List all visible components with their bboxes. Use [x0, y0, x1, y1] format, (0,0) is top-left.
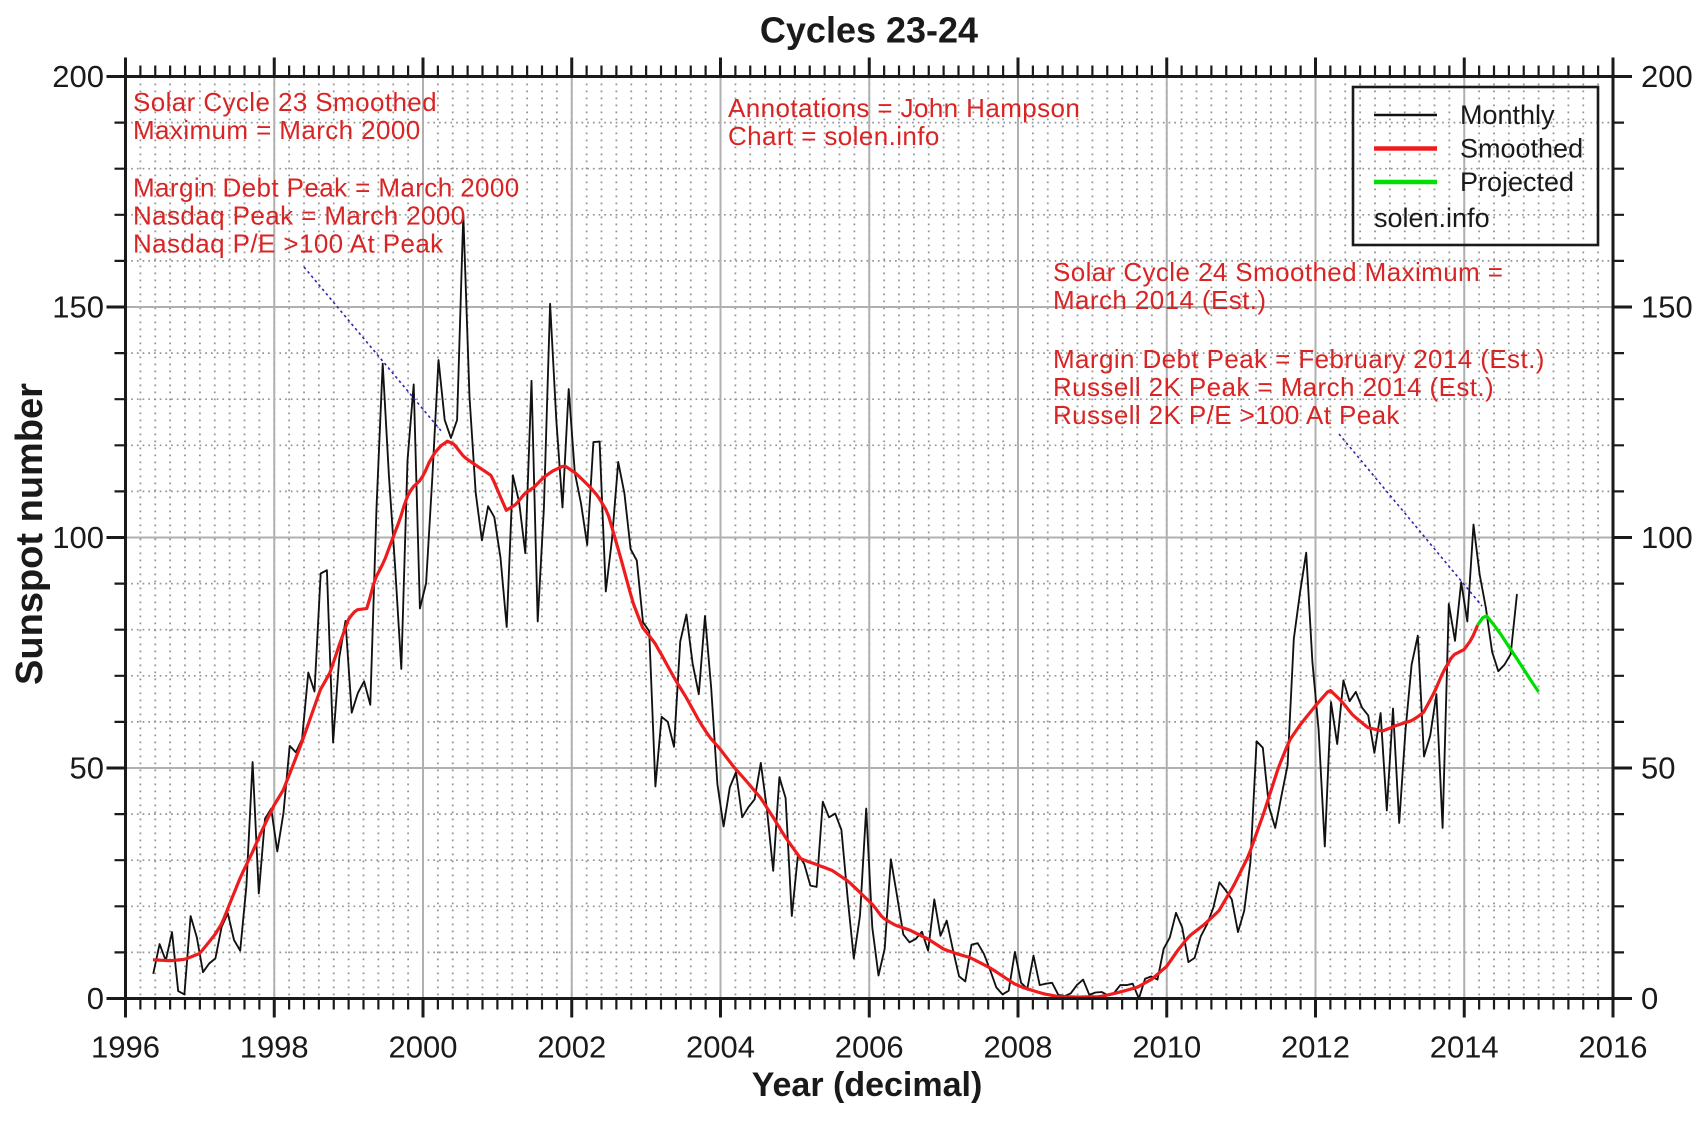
svg-text:solen.info: solen.info	[1374, 203, 1490, 233]
svg-text:50: 50	[1641, 751, 1675, 786]
svg-text:2004: 2004	[686, 1030, 755, 1065]
svg-text:2010: 2010	[1132, 1030, 1201, 1065]
svg-text:Projected: Projected	[1460, 167, 1574, 197]
svg-text:200: 200	[1641, 59, 1693, 94]
svg-text:Cycles 23-24: Cycles 23-24	[760, 10, 978, 51]
svg-text:Solar Cycle 24 Smoothed Maximu: Solar Cycle 24 Smoothed Maximum =	[1053, 257, 1503, 287]
svg-text:Russell 2K P/E >100 At Peak: Russell 2K P/E >100 At Peak	[1053, 400, 1400, 430]
svg-text:2002: 2002	[537, 1030, 606, 1065]
svg-text:Russell 2K Peak = March 2014 (: Russell 2K Peak = March 2014 (Est.)	[1053, 372, 1494, 402]
svg-text:100: 100	[52, 520, 104, 555]
svg-text:200: 200	[52, 59, 104, 94]
svg-text:Nasdaq Peak = March 2000: Nasdaq Peak = March 2000	[133, 201, 466, 231]
svg-text:Nasdaq P/E >100 At Peak: Nasdaq P/E >100 At Peak	[133, 229, 444, 259]
svg-text:March 2014 (Est.): March 2014 (Est.)	[1053, 285, 1266, 315]
svg-text:1998: 1998	[240, 1030, 309, 1065]
svg-text:2000: 2000	[389, 1030, 458, 1065]
svg-text:50: 50	[70, 751, 104, 786]
svg-text:1996: 1996	[91, 1030, 160, 1065]
svg-text:0: 0	[87, 981, 104, 1016]
svg-text:Maximum = March 2000: Maximum = March 2000	[133, 115, 421, 145]
svg-text:Margin Debt Peak = March 2000: Margin Debt Peak = March 2000	[133, 173, 520, 203]
svg-text:0: 0	[1641, 981, 1658, 1016]
svg-text:Margin Debt Peak = February 20: Margin Debt Peak = February 2014 (Est.)	[1053, 344, 1545, 374]
svg-text:Solar Cycle 23 Smoothed: Solar Cycle 23 Smoothed	[133, 87, 437, 117]
svg-text:150: 150	[1641, 290, 1693, 325]
svg-text:2014: 2014	[1430, 1030, 1499, 1065]
svg-text:Chart = solen.info: Chart = solen.info	[728, 121, 940, 151]
svg-text:Monthly: Monthly	[1460, 100, 1555, 130]
svg-text:Sunspot number: Sunspot number	[9, 383, 51, 685]
svg-text:150: 150	[52, 290, 104, 325]
svg-text:Year (decimal): Year (decimal)	[752, 1066, 983, 1104]
svg-text:2016: 2016	[1579, 1030, 1648, 1065]
svg-text:2006: 2006	[835, 1030, 904, 1065]
svg-text:Annotations = John Hampson: Annotations = John Hampson	[728, 93, 1080, 123]
svg-text:2008: 2008	[984, 1030, 1053, 1065]
svg-text:Smoothed: Smoothed	[1460, 134, 1583, 164]
svg-text:100: 100	[1641, 520, 1693, 555]
svg-text:2012: 2012	[1281, 1030, 1350, 1065]
